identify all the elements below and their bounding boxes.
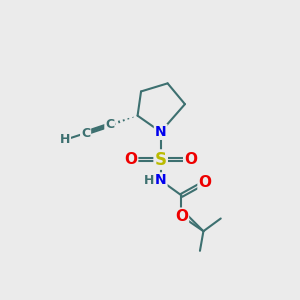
Text: O: O — [124, 152, 137, 167]
Text: O: O — [184, 152, 197, 167]
Text: C: C — [81, 127, 90, 140]
Text: S: S — [155, 151, 167, 169]
Text: N: N — [155, 173, 167, 188]
Text: H: H — [143, 174, 154, 187]
Text: O: O — [175, 209, 188, 224]
Text: C: C — [105, 118, 114, 131]
Text: O: O — [199, 175, 212, 190]
Text: N: N — [155, 125, 167, 139]
Text: H: H — [60, 133, 70, 146]
